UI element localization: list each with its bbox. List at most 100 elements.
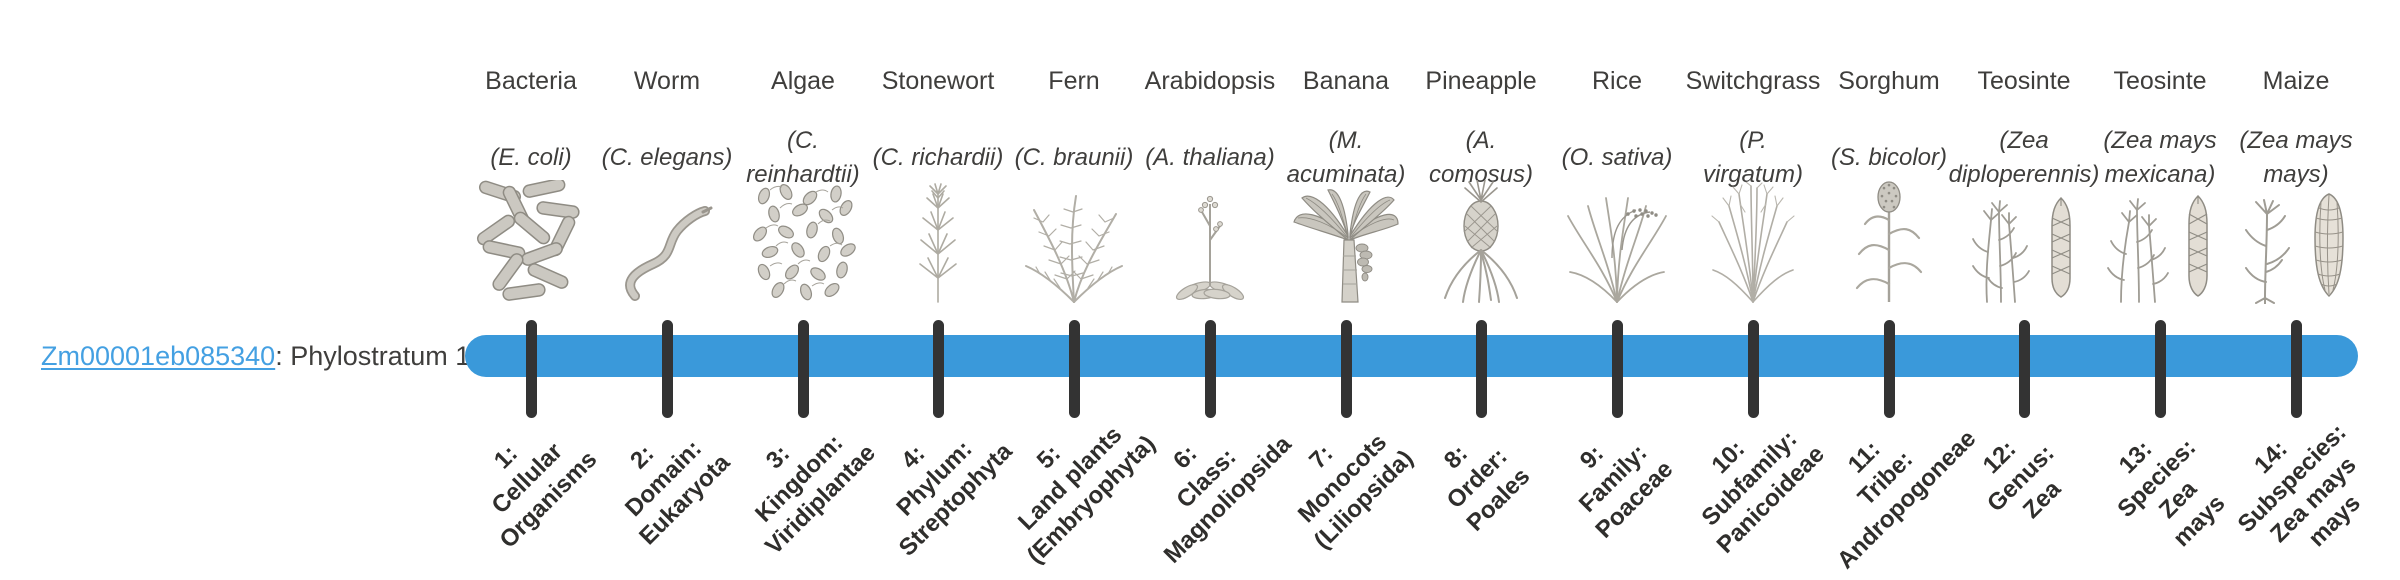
organism-illustration-slot	[1142, 176, 1278, 304]
organism-column: Stonewort (C. richardii) 4: Phylum: Stre…	[870, 0, 1018, 580]
organism-scientific-name-text: (C. braunii)	[1014, 144, 1134, 171]
organism-column: Arabidopsis (A. thaliana) 6: Class: Magn…	[1142, 0, 1297, 580]
organism-scientific-name: (A. comosus)	[1413, 116, 1549, 200]
sorghum-icon	[1855, 181, 1923, 302]
organism-scientific-name-text: (M. acuminata)	[1286, 127, 1406, 188]
organism-common-name: Teosinte	[1977, 67, 2071, 95]
bacteria-icon	[476, 180, 580, 301]
phylostratum-tick-label-text: 1: Cellular Organisms	[486, 437, 603, 554]
organism-common-name: Rice	[1591, 67, 1642, 95]
organism-column: Pineapple (A. comosus) 8: Order: Poales	[1413, 0, 1549, 580]
timeline-tick	[2154, 320, 2166, 418]
organism-illustration-slot	[1278, 176, 1414, 304]
organism-common-name: Algae	[771, 67, 835, 95]
organism-scientific-name-text: (C. reinhardtii)	[746, 127, 860, 188]
maize-icon	[2245, 193, 2344, 304]
timeline-tick	[1068, 320, 1080, 418]
stonewort-icon	[919, 183, 957, 303]
organism-illustration-slot	[735, 176, 871, 304]
organism-common-name: Fern	[1048, 67, 1100, 95]
timeline-tick	[1883, 320, 1895, 418]
organism-illustration-slot	[1685, 176, 1821, 304]
organism-scientific-name-text: (C. elegans)	[601, 144, 733, 171]
organism-column: Fern (C. braunii) 5: Land plants (Embryo…	[1006, 0, 1161, 580]
organism-scientific-name: (M. acuminata)	[1278, 116, 1414, 200]
organism-common-name: Bacteria	[485, 67, 577, 95]
timeline-bar	[465, 335, 2358, 377]
organism-scientific-name-text: (A. thaliana)	[1145, 144, 1275, 171]
organism-scientific-name-text: (Zea mays mexicana)	[2103, 127, 2217, 188]
organism-column: Bacteria (E. coli) 1: Cellular Organisms	[463, 0, 603, 580]
organism-scientific-name: (C. reinhardtii)	[735, 116, 871, 200]
rice-icon	[1567, 197, 1667, 303]
organism-column: Teosinte (Zea mays mexicana) 13: Species…	[2092, 0, 2230, 580]
organism-illustration-slot	[870, 176, 1006, 304]
phylostratum-tick-label-text: 9: Family: Poaceae	[1574, 439, 1679, 544]
organism-common-name: Arabidopsis	[1144, 67, 1276, 95]
organism-scientific-name-text: (A. comosus)	[1428, 127, 1534, 188]
organism-scientific-name-text: (Zea mays mays)	[2239, 127, 2353, 188]
organism-scientific-name: (P. virgatum)	[1685, 116, 1821, 200]
organism-scientific-name: (C. elegans)	[599, 116, 735, 200]
phylostratum-tick-label-text: 2: Domain: Eukaryota	[619, 434, 736, 551]
organism-common-name: Worm	[633, 67, 701, 95]
organism-scientific-name-text: (O. sativa)	[1561, 144, 1673, 171]
timeline-tick	[797, 320, 809, 418]
organism-scientific-name: (O. sativa)	[1549, 116, 1685, 200]
organism-scientific-name-text: (E. coli)	[490, 144, 572, 171]
phylostratum-tick-label-text: 5: Land plants (Embryophyta)	[1013, 421, 1162, 570]
phylostratum-tick-label-text: 10: Subfamily: Panicoideae	[1696, 425, 1830, 559]
organism-common-name: Maize	[2262, 67, 2330, 95]
phylostratum-tick-label-text: 12: Genus: Zea	[1977, 435, 2066, 524]
organism-scientific-name: (S. bicolor)	[1821, 116, 1957, 200]
timeline-tick	[1747, 320, 1759, 418]
gene-caption: Zm00001eb085340: Phylostratum 1	[41, 340, 470, 372]
organism-column: Algae (C. reinhardtii)	[735, 0, 881, 580]
arabidopsis-icon	[1175, 195, 1245, 301]
organism-illustration-slot	[1413, 176, 1549, 304]
organism-common-name: Sorghum	[1838, 67, 1940, 95]
organism-scientific-name-text: (S. bicolor)	[1830, 144, 1948, 171]
phylostratum-tick-label-text: 14: Subspecies: Zea mays mays	[2232, 418, 2367, 553]
organism-column: Banana (M. acuminata) 7: Monocots (Lilio…	[1278, 0, 1419, 580]
timeline-tick	[932, 320, 944, 418]
phylostratum-tick-label-text: 8: Order: Poales	[1439, 440, 1536, 537]
organism-common-name: Teosinte	[2113, 67, 2207, 95]
organism-scientific-name: (C. richardii)	[870, 116, 1006, 200]
worm-icon	[625, 206, 713, 301]
timeline-tick	[1204, 320, 1216, 418]
organism-common-name: Switchgrass	[1685, 67, 1821, 95]
organism-scientific-name-text: (P. virgatum)	[1702, 127, 1804, 188]
organism-scientific-name: (Zea diploperennis)	[1949, 116, 2100, 200]
organism-illustration-slot	[1956, 176, 2092, 304]
organism-illustration-slot	[1821, 176, 1957, 304]
organism-column: Maize (Zea mays mays) 14: Subspecies: Ze…	[2228, 0, 2366, 580]
timeline-tick	[1611, 320, 1623, 418]
timeline-tick	[525, 320, 537, 418]
organism-scientific-name: (C. braunii)	[1006, 116, 1142, 200]
organism-illustration-slot	[1006, 176, 1142, 304]
organism-illustration-slot	[2092, 176, 2228, 304]
gene-link[interactable]: Zm00001eb085340	[41, 341, 276, 371]
organism-illustration-slot	[2228, 176, 2364, 304]
organism-common-name: Stonewort	[881, 67, 995, 95]
timeline-tick	[2290, 320, 2302, 418]
teosinte-mexicana-icon	[2107, 194, 2208, 303]
organism-illustration-slot	[1549, 176, 1685, 304]
phylostratum-tick-label-text: 6: Class: Magnoliopsida	[1158, 430, 1297, 569]
timeline-tick	[2018, 320, 2030, 418]
banana-icon	[1293, 189, 1399, 303]
phylostratum-tick-label-text: 4: Phylum: Streptophyta	[891, 435, 1018, 562]
organism-illustration-slot	[463, 176, 599, 304]
switchgrass-icon	[1711, 182, 1795, 303]
organism-column: Rice (O. sativa) 9: Family: Poaceae	[1549, 0, 1685, 580]
organism-scientific-name: (A. thaliana)	[1142, 116, 1278, 200]
organism-scientific-name-text: (C. richardii)	[872, 144, 1004, 171]
organism-column: Switchgrass (P. virgatum) 10: Subfamily:…	[1685, 0, 1830, 580]
teosinte-diploperennis-icon	[1972, 196, 2071, 303]
organism-scientific-name: (Zea mays mexicana)	[2092, 116, 2228, 200]
organism-scientific-name: (E. coli)	[463, 116, 599, 200]
organism-common-name: Banana	[1302, 67, 1390, 95]
timeline-tick	[1340, 320, 1352, 418]
organism-column: Teosinte (Zea diploperennis) 12: Genus: …	[1949, 0, 2100, 580]
